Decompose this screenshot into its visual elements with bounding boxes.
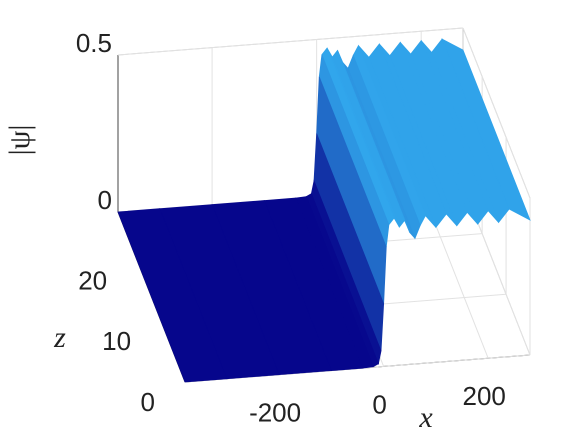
y-axis-label: z	[53, 321, 66, 354]
x-tick-label: 0	[372, 389, 386, 419]
x-tick-label: 200	[462, 381, 505, 411]
grid-line	[117, 27, 464, 56]
y-tick-label: 10	[102, 326, 131, 356]
x-axis-label: x	[418, 401, 433, 434]
z-axis-label: |ψ|	[3, 125, 36, 156]
y-tick-label: 0	[141, 387, 155, 417]
x-tick-label: -200	[249, 398, 301, 428]
grid-line	[462, 27, 531, 199]
y-tick-label: 20	[78, 265, 107, 295]
z-tick-label: 0	[98, 185, 112, 215]
surface-patch	[117, 208, 228, 383]
z-tick-label: 0.5	[76, 28, 112, 58]
